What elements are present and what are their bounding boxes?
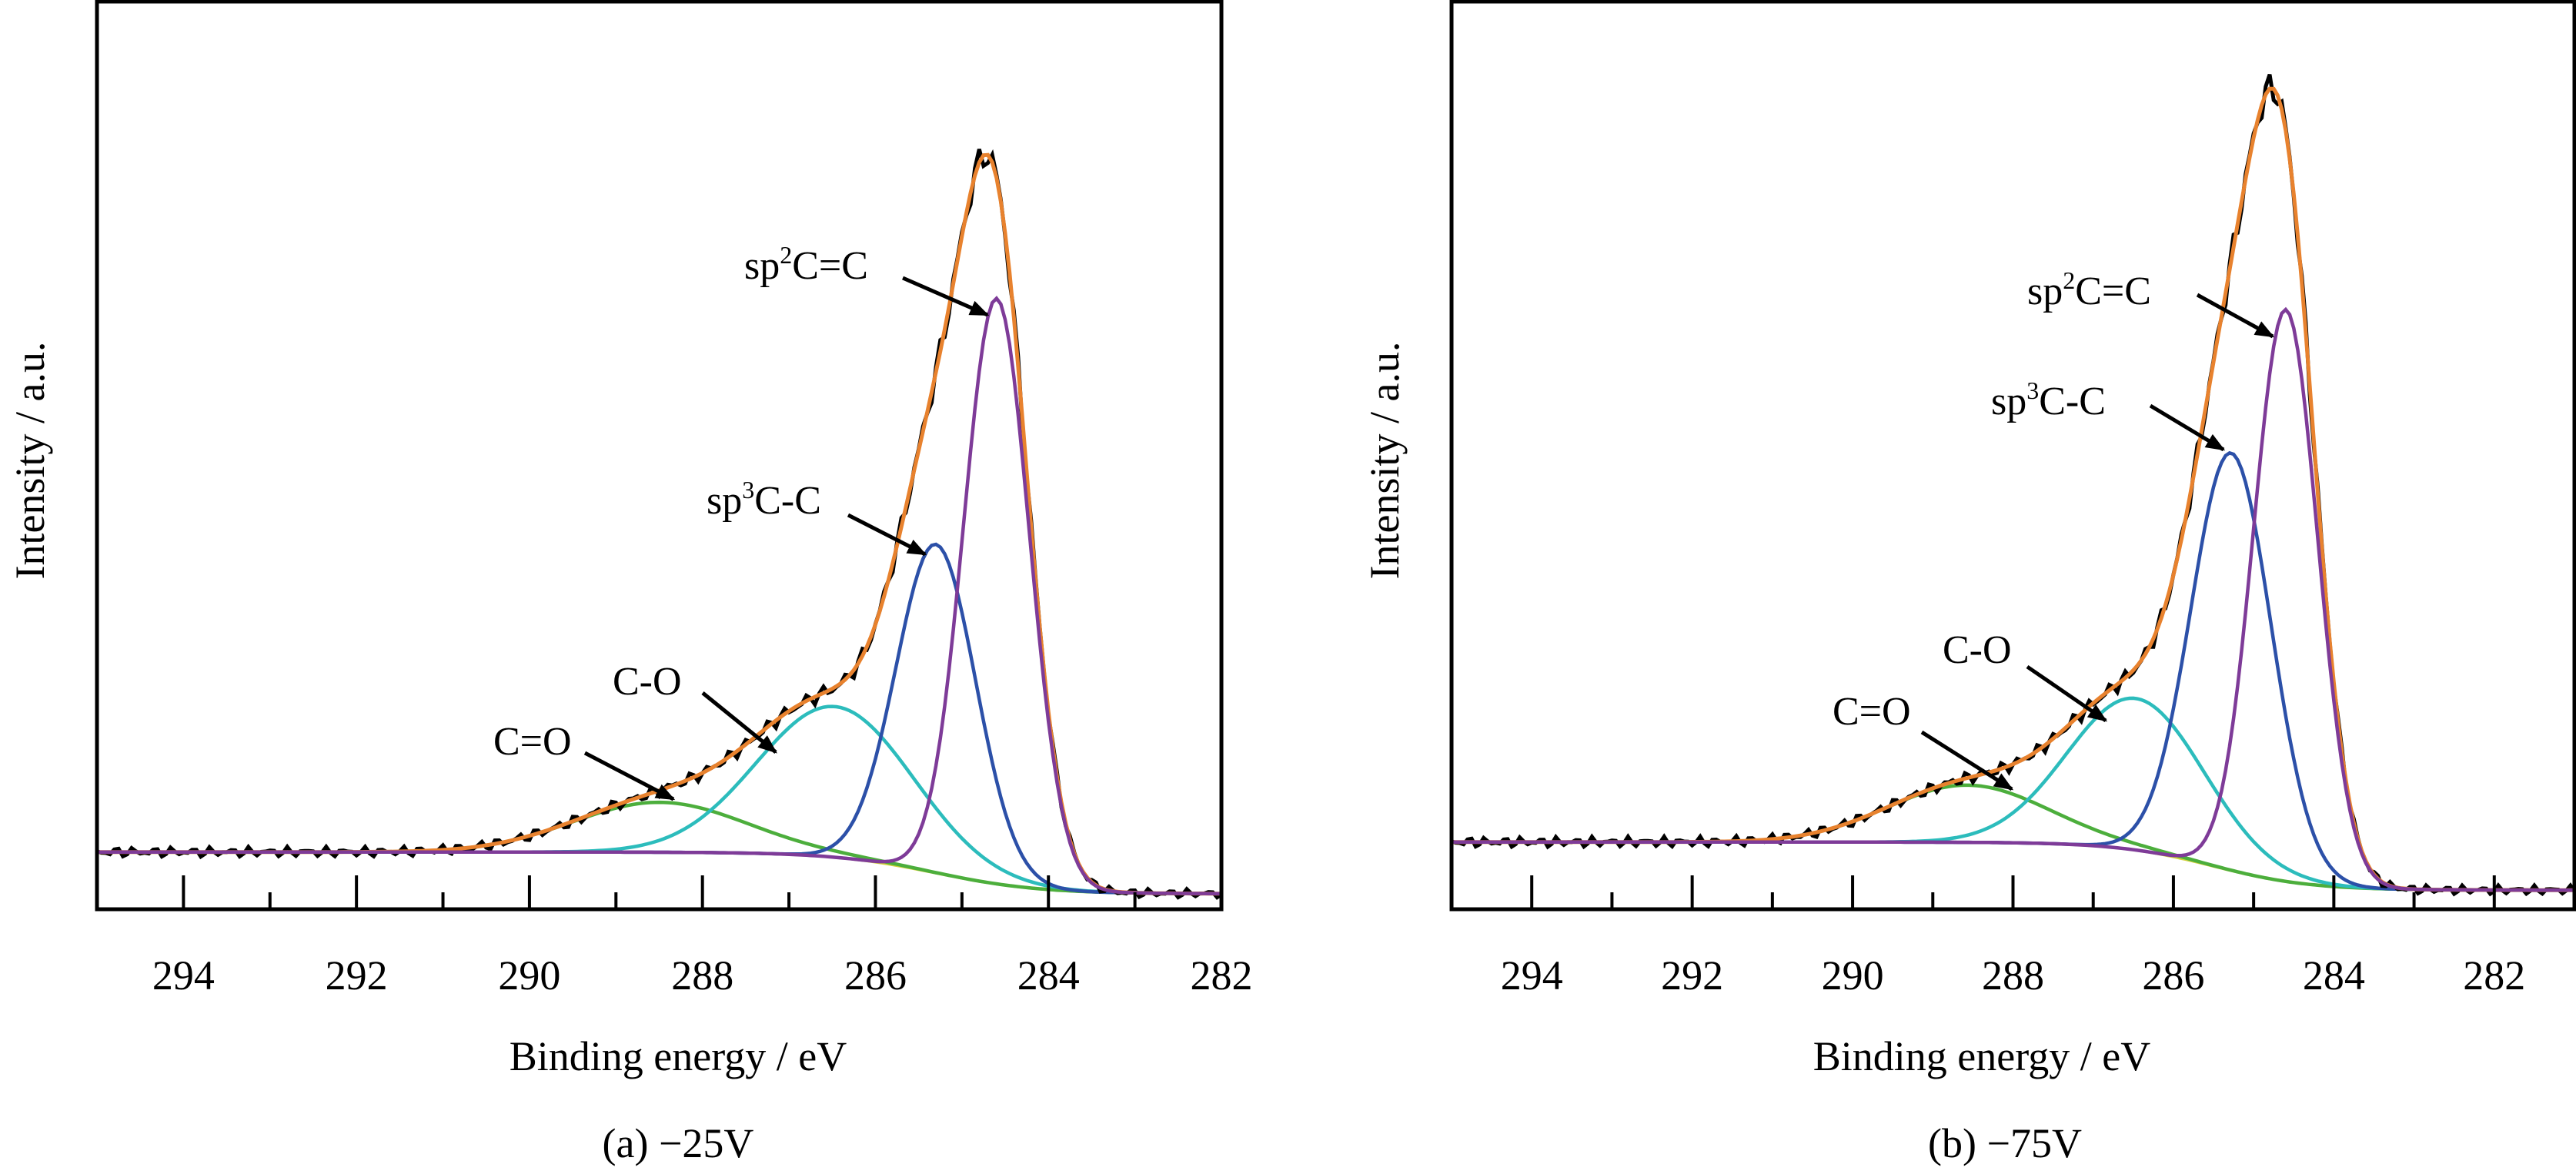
panel-caption: (b) −75V — [1928, 1120, 2082, 1166]
raw-data-line — [96, 149, 1223, 900]
annotation-arrow — [902, 276, 990, 317]
x-axis-label: Binding energy / eV — [510, 1033, 847, 1079]
annotation-label-main: C-O — [1943, 628, 2012, 672]
annotation-label: sp3C-C — [1991, 376, 2106, 423]
annotation-label-main: C=O — [493, 720, 572, 764]
x-tick-label: 288 — [1982, 952, 2044, 999]
annotation-label-main: sp — [707, 479, 742, 523]
panel-caption: (a) −25V — [603, 1120, 754, 1166]
annotation-label-suffix: C=C — [792, 244, 868, 288]
annotation-label: C-O — [1943, 628, 2012, 672]
peak-annotation: C=O — [493, 720, 676, 801]
x-tick-label: 288 — [671, 952, 733, 999]
panel-b: 294 292 290 288 286 284 282 Binding energy / eV… — [1362, 0, 2576, 1166]
fit-envelope-line — [97, 152, 1221, 896]
annotation-arrow — [583, 751, 676, 801]
annotation-label-main: C-O — [613, 660, 682, 704]
fit-envelope-line — [1452, 86, 2574, 892]
annotation-label-main: sp — [1991, 380, 2026, 423]
annotation-arrow — [2196, 293, 2275, 339]
annotation-label-main: sp — [2027, 269, 2063, 313]
annotation-label-suffix: C-C — [754, 479, 821, 523]
annotation-label: sp2C=C — [744, 241, 868, 288]
peak-annotation: sp2C=C — [2027, 266, 2275, 339]
annotation-superscript: 3 — [742, 476, 754, 504]
raw-data-line — [1451, 74, 2576, 897]
annotation-label-suffix: C-C — [2039, 380, 2106, 423]
plot-area — [96, 149, 1223, 900]
component-line-sp2c-c — [97, 296, 1221, 895]
peak-annotation: C-O — [1943, 628, 2108, 723]
plot-frame — [95, 0, 1224, 912]
annotation-arrow — [847, 513, 927, 557]
component-line-c-o — [1452, 783, 2574, 892]
y-axis-label: Intensity / a.u. — [1362, 342, 1408, 580]
annotation-arrow — [701, 691, 777, 754]
annotation-label: C=O — [493, 720, 572, 764]
peak-annotation: C=O — [1833, 690, 2014, 791]
annotation-label: sp2C=C — [2027, 266, 2151, 313]
annotation-label: C=O — [1833, 690, 1911, 734]
x-tick-label: 290 — [1822, 952, 1884, 999]
annotation-arrow — [2026, 664, 2108, 723]
x-tick-label: 282 — [1191, 952, 1253, 999]
annotation-label-suffix: C=C — [2075, 269, 2151, 313]
x-tick-label: 282 — [2463, 952, 2525, 999]
annotation-arrow — [2149, 403, 2226, 452]
plot-frame — [1449, 0, 2576, 912]
annotation-superscript: 3 — [2026, 376, 2039, 404]
annotation-arrow — [1920, 730, 2014, 791]
x-tick-label: 286 — [844, 952, 907, 999]
x-tick-label: 290 — [498, 952, 560, 999]
x-tick-label: 294 — [1501, 952, 1563, 999]
y-axis-label: Intensity / a.u. — [7, 342, 53, 580]
plot-area — [1451, 74, 2576, 897]
x-axis-label: Binding energy / eV — [1813, 1033, 2150, 1079]
annotation-label-main: C=O — [1833, 690, 1911, 734]
component-line-sp2c-c — [1452, 306, 2574, 892]
x-tick-label: 292 — [326, 952, 388, 999]
x-tick-label: 292 — [1661, 952, 1723, 999]
x-tick-label: 286 — [2142, 952, 2204, 999]
x-tick-label: 294 — [152, 952, 215, 999]
x-tick-label: 284 — [2303, 952, 2365, 999]
peak-annotation: sp2C=C — [744, 241, 990, 317]
annotation-label: sp3C-C — [707, 476, 821, 523]
component-line-c-o — [97, 800, 1221, 895]
annotation-label: C-O — [613, 660, 682, 704]
annotation-label-main: sp — [744, 244, 780, 288]
panel-a: 294 292 290 288 286 284 282 Binding energy / eV… — [7, 0, 1253, 1166]
annotation-superscript: 2 — [780, 241, 792, 269]
peak-annotation: sp3C-C — [707, 476, 927, 557]
peak-annotation: sp3C-C — [1991, 376, 2226, 452]
peak-annotation: C-O — [613, 660, 777, 754]
annotation-superscript: 2 — [2063, 266, 2075, 294]
x-tick-label: 284 — [1017, 952, 1080, 999]
component-line-sp3c-c — [1452, 450, 2574, 892]
